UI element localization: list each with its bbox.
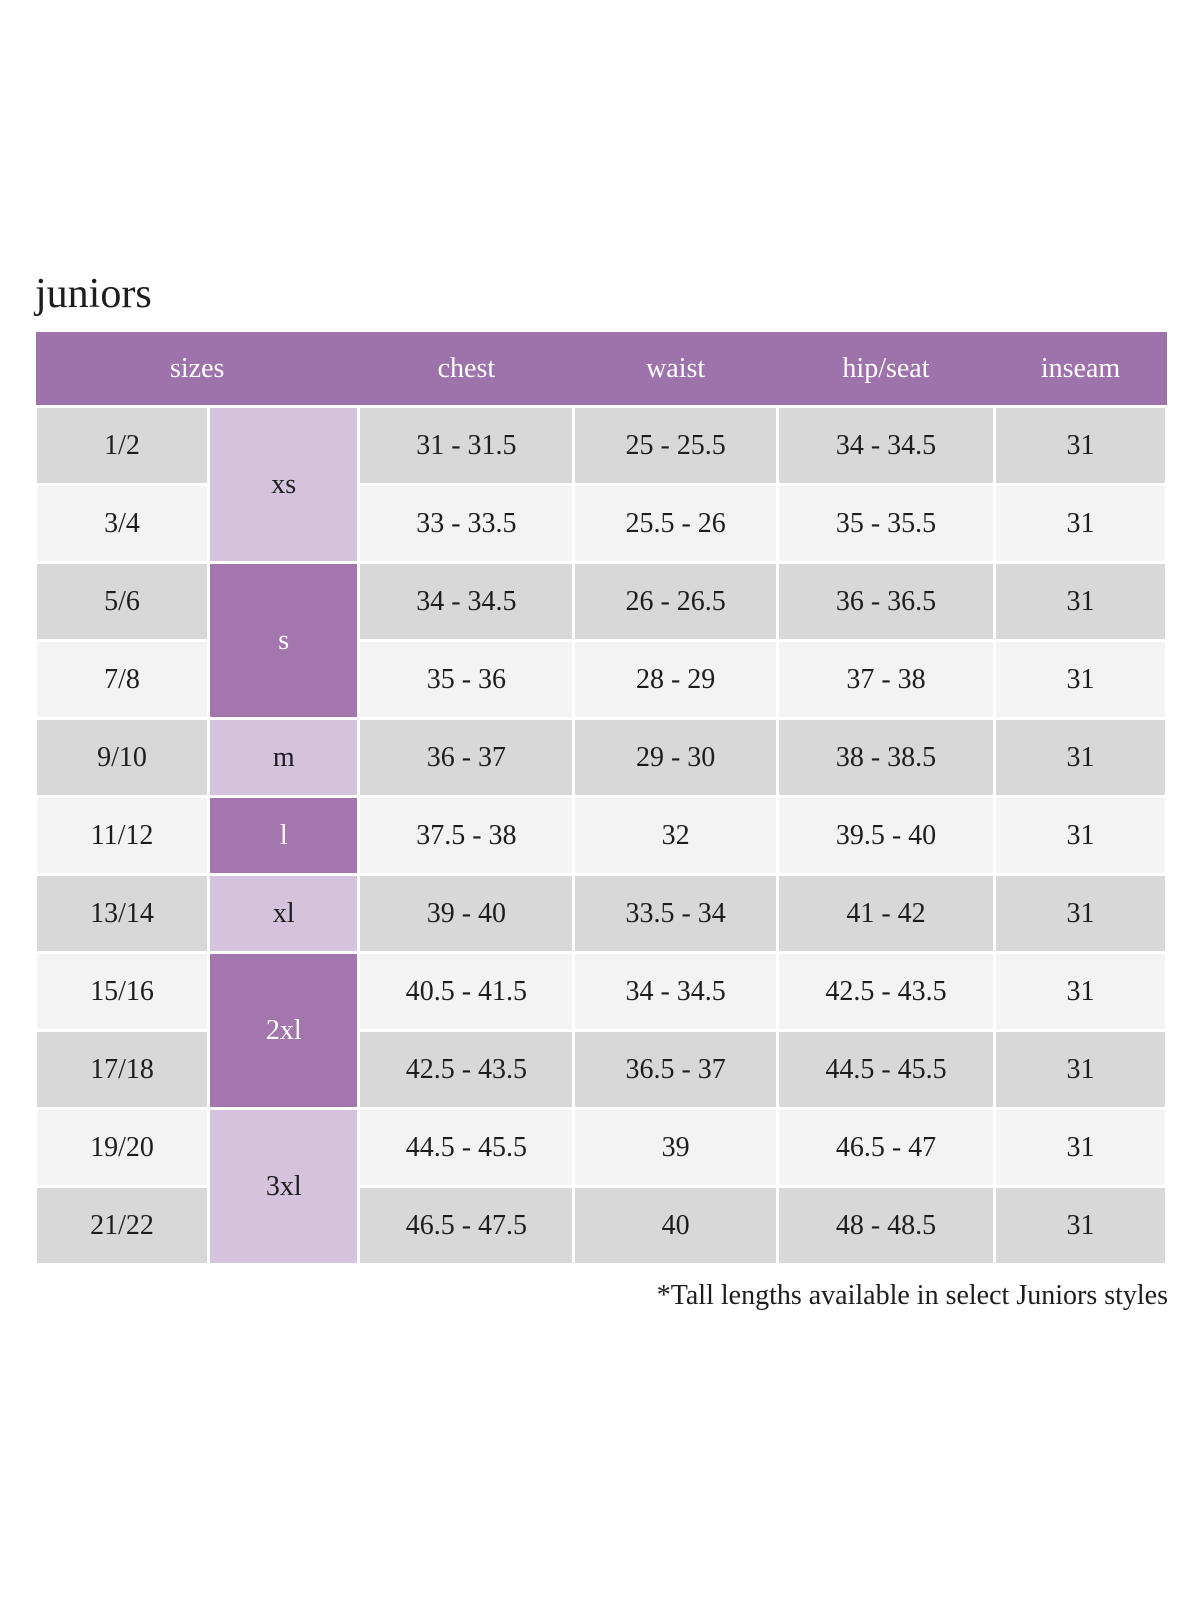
waist-cell: 39 [572,1107,779,1189]
size-group-cell: xs [207,405,361,565]
inseam-cell: 31 [993,1185,1168,1267]
footnote: *Tall lengths available in select Junior… [656,1280,1168,1312]
size-group-cell: l [207,795,361,877]
column-header-hip-seat: hip/seat [777,332,995,409]
table-row: 7/8 35 - 36 28 - 29 37 - 38 31 [33,639,1168,721]
hip-seat-cell: 46.5 - 47 [775,1107,997,1189]
column-header-sizes: sizes [35,332,359,409]
size-cell: 21/22 [33,1185,211,1267]
table-row: 3/4 33 - 33.5 25.5 - 26 35 - 35.5 31 [33,483,1168,565]
table-row: 5/6 s 34 - 34.5 26 - 26.5 36 - 36.5 31 [33,561,1168,721]
table-row: 15/16 2xl 40.5 - 41.5 34 - 34.5 42.5 - 4… [33,951,1168,1111]
inseam-cell: 31 [993,795,1168,877]
table-row: 13/14 xl 39 - 40 33.5 - 34 41 - 42 31 [33,873,1168,955]
table-row: 1/2 xs 31 - 31.5 25 - 25.5 34 - 34.5 31 [33,405,1168,565]
inseam-cell: 31 [993,405,1168,487]
size-cell: 9/10 [33,717,211,799]
column-header-waist: waist [573,332,778,409]
table-row: 9/10 m 36 - 37 29 - 30 38 - 38.5 31 [33,717,1168,799]
size-group-cell: s [207,561,361,721]
waist-cell: 34 - 34.5 [572,951,779,1033]
inseam-cell: 31 [993,1107,1168,1189]
size-cell: 1/2 [33,405,211,487]
size-group-cell: m [207,717,361,799]
hip-seat-cell: 48 - 48.5 [775,1185,997,1267]
hip-seat-cell: 36 - 36.5 [775,561,997,643]
hip-seat-cell: 34 - 34.5 [775,405,997,487]
inseam-cell: 31 [993,1029,1168,1111]
size-cell: 13/14 [33,873,211,955]
hip-seat-cell: 39.5 - 40 [775,795,997,877]
chest-cell: 44.5 - 45.5 [357,1107,576,1189]
chest-cell: 37.5 - 38 [357,795,576,877]
inseam-cell: 31 [993,561,1168,643]
table-row: 21/22 46.5 - 47.5 40 48 - 48.5 31 [33,1185,1168,1267]
size-cell: 11/12 [33,795,211,877]
inseam-cell: 31 [993,717,1168,799]
inseam-cell: 31 [993,873,1168,955]
size-group-cell: xl [207,873,361,955]
hip-seat-cell: 35 - 35.5 [775,483,997,565]
hip-seat-cell: 38 - 38.5 [775,717,997,799]
page-title: juniors [35,271,152,317]
waist-cell: 40 [572,1185,779,1267]
chest-cell: 34 - 34.5 [357,561,576,643]
inseam-cell: 31 [993,639,1168,721]
size-cell: 17/18 [33,1029,211,1111]
size-chart-page: juniors sizes chest waist hip/seat insea… [33,0,1168,1312]
waist-cell: 33.5 - 34 [572,873,779,955]
size-cell: 3/4 [33,483,211,565]
table-row: 11/12 l 37.5 - 38 32 39.5 - 40 31 [33,795,1168,877]
chest-cell: 39 - 40 [357,873,576,955]
size-group-cell: 2xl [207,951,361,1111]
header-row: sizes chest waist hip/seat inseam [35,332,1167,409]
juniors-size-table: sizes chest waist hip/seat inseam 1/2 xs… [33,332,1168,1267]
chest-cell: 33 - 33.5 [357,483,576,565]
waist-cell: 29 - 30 [572,717,779,799]
size-cell: 19/20 [33,1107,211,1189]
inseam-cell: 31 [993,483,1168,565]
waist-cell: 26 - 26.5 [572,561,779,643]
waist-cell: 32 [572,795,779,877]
chest-cell: 35 - 36 [357,639,576,721]
hip-seat-cell: 37 - 38 [775,639,997,721]
chest-cell: 42.5 - 43.5 [357,1029,576,1111]
chest-cell: 31 - 31.5 [357,405,576,487]
waist-cell: 25 - 25.5 [572,405,779,487]
size-cell: 7/8 [33,639,211,721]
column-header-chest: chest [358,332,574,409]
chest-cell: 36 - 37 [357,717,576,799]
hip-seat-cell: 41 - 42 [775,873,997,955]
inseam-cell: 31 [993,951,1168,1033]
hip-seat-cell: 42.5 - 43.5 [775,951,997,1033]
table-row: 17/18 42.5 - 43.5 36.5 - 37 44.5 - 45.5 … [33,1029,1168,1111]
waist-cell: 28 - 29 [572,639,779,721]
chest-cell: 46.5 - 47.5 [357,1185,576,1267]
size-cell: 15/16 [33,951,211,1033]
table-row: 19/20 3xl 44.5 - 45.5 39 46.5 - 47 31 [33,1107,1168,1267]
size-cell: 5/6 [33,561,211,643]
column-header-inseam: inseam [994,332,1167,409]
chest-cell: 40.5 - 41.5 [357,951,576,1033]
waist-cell: 36.5 - 37 [572,1029,779,1111]
waist-cell: 25.5 - 26 [572,483,779,565]
size-group-cell: 3xl [207,1107,361,1267]
hip-seat-cell: 44.5 - 45.5 [775,1029,997,1111]
